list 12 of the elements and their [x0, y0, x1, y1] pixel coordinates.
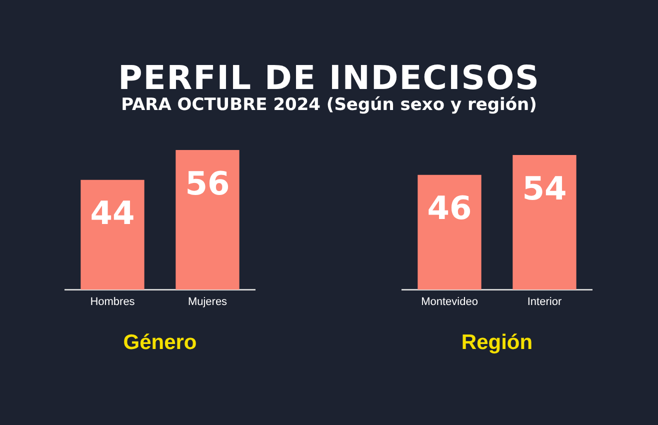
- data-label: 44: [90, 194, 135, 232]
- x-tick-label: Interior: [527, 296, 562, 308]
- text: PARA OCTUBRE 2024 (Según sexo y región): [120, 95, 538, 115]
- data-label: 46: [427, 189, 472, 228]
- x-tick-label: Montevideo: [421, 296, 478, 308]
- x-tick-label: Hombres: [90, 296, 136, 308]
- data-label: 54: [522, 169, 567, 208]
- x-axis-title: Género: [123, 331, 197, 354]
- x-tick-label: Mujeres: [188, 296, 228, 308]
- text: PERFIL DE INDECISOS: [117, 58, 541, 97]
- x-axis-title: Región: [461, 331, 533, 354]
- data-label: 56: [185, 164, 230, 202]
